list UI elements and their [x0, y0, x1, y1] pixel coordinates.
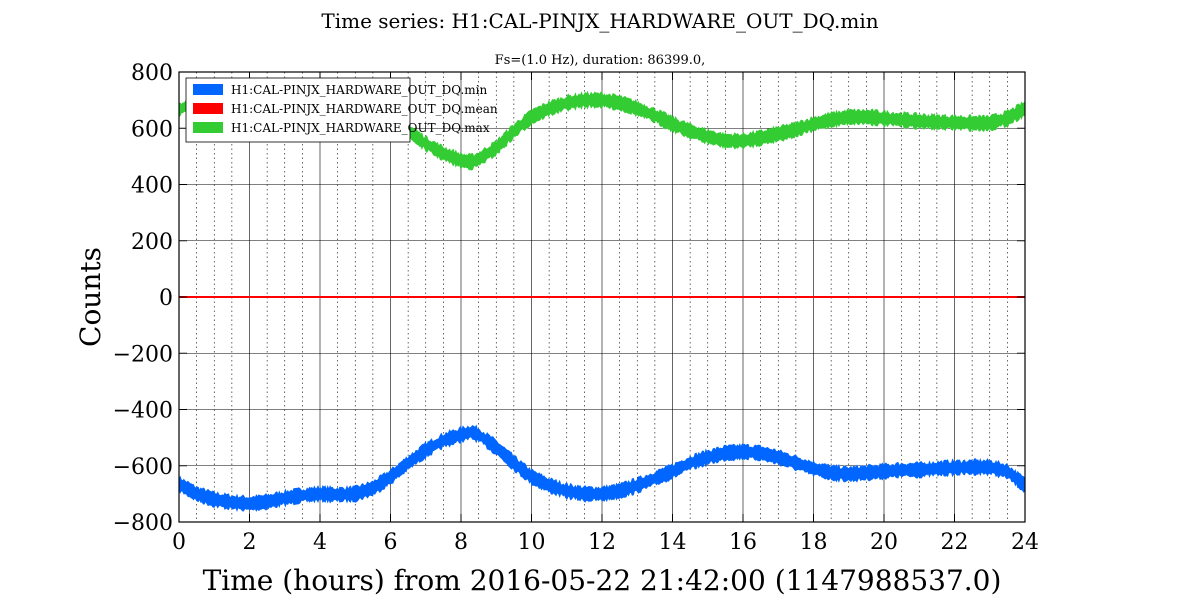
x-tick-label: 22 [941, 530, 969, 555]
x-tick-label: 18 [800, 530, 828, 555]
x-tick-label: 20 [870, 530, 898, 555]
x-tick-label: 10 [518, 530, 546, 555]
y-tick-label: 600 [131, 117, 173, 142]
x-tick-label: 6 [384, 530, 398, 555]
x-tick-label: 2 [243, 530, 257, 555]
x-tick-label: 14 [659, 530, 687, 555]
y-tick-label: −400 [113, 399, 173, 424]
x-tick-label: 16 [729, 530, 757, 555]
series-min-band [179, 424, 1025, 512]
y-tick-label: −200 [113, 342, 173, 367]
y-tick-label: −800 [113, 511, 173, 536]
x-tick-label: 24 [1011, 530, 1039, 555]
x-tick-label: 0 [172, 530, 186, 555]
y-axis-label: Counts [74, 247, 107, 347]
x-tick-label: 12 [588, 530, 616, 555]
chart-subtitle: Fs=(1.0 Hz), duration: 86399.0, [495, 53, 706, 68]
y-tick-label: 200 [131, 230, 173, 255]
x-tick-labels: 0 2 4 6 8 10 12 14 16 18 20 22 24 [172, 530, 1039, 555]
legend-box [185, 77, 411, 143]
chart-title: Time series: H1:CAL-PINJX_HARDWARE_OUT_D… [321, 9, 878, 33]
y-tick-label: 0 [159, 286, 173, 311]
legend-label-min: H1:CAL-PINJX_HARDWARE_OUT_DQ.min [231, 83, 488, 97]
legend: H1:CAL-PINJX_HARDWARE_OUT_DQ.min H1:CAL-… [185, 77, 498, 143]
y-tick-label: 400 [131, 174, 173, 199]
legend-swatch-min [193, 84, 223, 95]
x-tick-label: 4 [313, 530, 327, 555]
legend-label-mean: H1:CAL-PINJX_HARDWARE_OUT_DQ.mean [231, 102, 498, 116]
legend-label-max: H1:CAL-PINJX_HARDWARE_OUT_DQ.max [231, 121, 490, 135]
y-tick-labels: −800 −600 −400 −200 0 200 400 600 800 [113, 61, 173, 536]
y-tick-label: 800 [131, 61, 173, 86]
legend-swatch-mean [193, 103, 223, 114]
legend-swatch-max [193, 122, 223, 133]
x-tick-label: 8 [454, 530, 468, 555]
x-axis-label: Time (hours) from 2016-05-22 21:42:00 (1… [203, 564, 1002, 597]
y-tick-label: −600 [113, 455, 173, 480]
